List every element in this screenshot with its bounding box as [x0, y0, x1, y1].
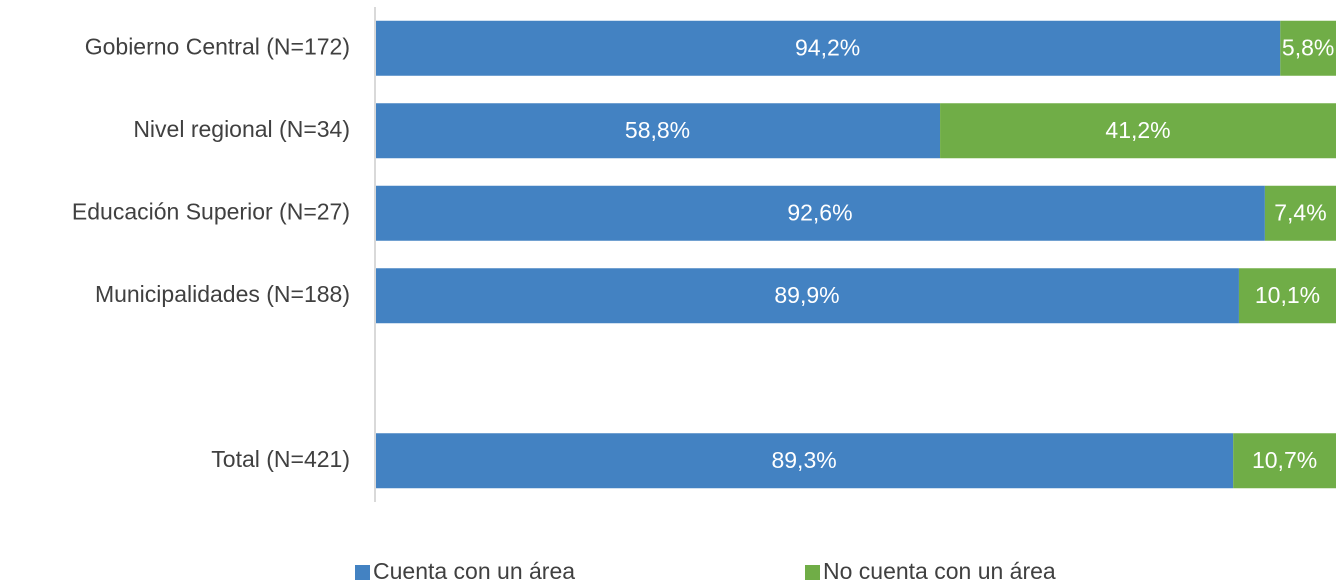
- y-tick-label: Total (N=421): [211, 446, 350, 472]
- y-tick-label: Educación Superior (N=27): [72, 198, 350, 224]
- legend-label: Cuenta con un área: [373, 558, 575, 583]
- data-label: 41,2%: [1105, 117, 1170, 143]
- data-label: 5,8%: [1282, 34, 1334, 60]
- bar-segment: [1238, 268, 1336, 324]
- bar-segment: [375, 103, 941, 159]
- y-tick-label: Municipalidades (N=188): [95, 281, 350, 307]
- bar-segment: [375, 433, 1234, 489]
- bar-segment: [1264, 185, 1336, 241]
- data-label: 7,4%: [1274, 199, 1326, 225]
- bar-segment: [375, 268, 1239, 324]
- legend-swatch: [805, 565, 820, 580]
- data-label: 92,6%: [787, 199, 852, 225]
- bar-segment: [375, 20, 1281, 76]
- data-label: 94,2%: [795, 34, 860, 60]
- data-label: 89,3%: [771, 447, 836, 473]
- legend-label: No cuenta con un área: [823, 558, 1056, 583]
- data-label: 10,1%: [1255, 282, 1320, 308]
- y-tick-label: Gobierno Central (N=172): [85, 33, 350, 59]
- bar-segment: [375, 185, 1265, 241]
- bar-segment: [1280, 20, 1336, 76]
- bar-segment: [940, 103, 1336, 159]
- data-label: 10,7%: [1252, 447, 1317, 473]
- y-tick-label: Nivel regional (N=34): [133, 116, 350, 142]
- data-label: 58,8%: [625, 117, 690, 143]
- bar-segment: [1233, 433, 1336, 489]
- data-label: 89,9%: [774, 282, 839, 308]
- legend-swatch: [355, 565, 370, 580]
